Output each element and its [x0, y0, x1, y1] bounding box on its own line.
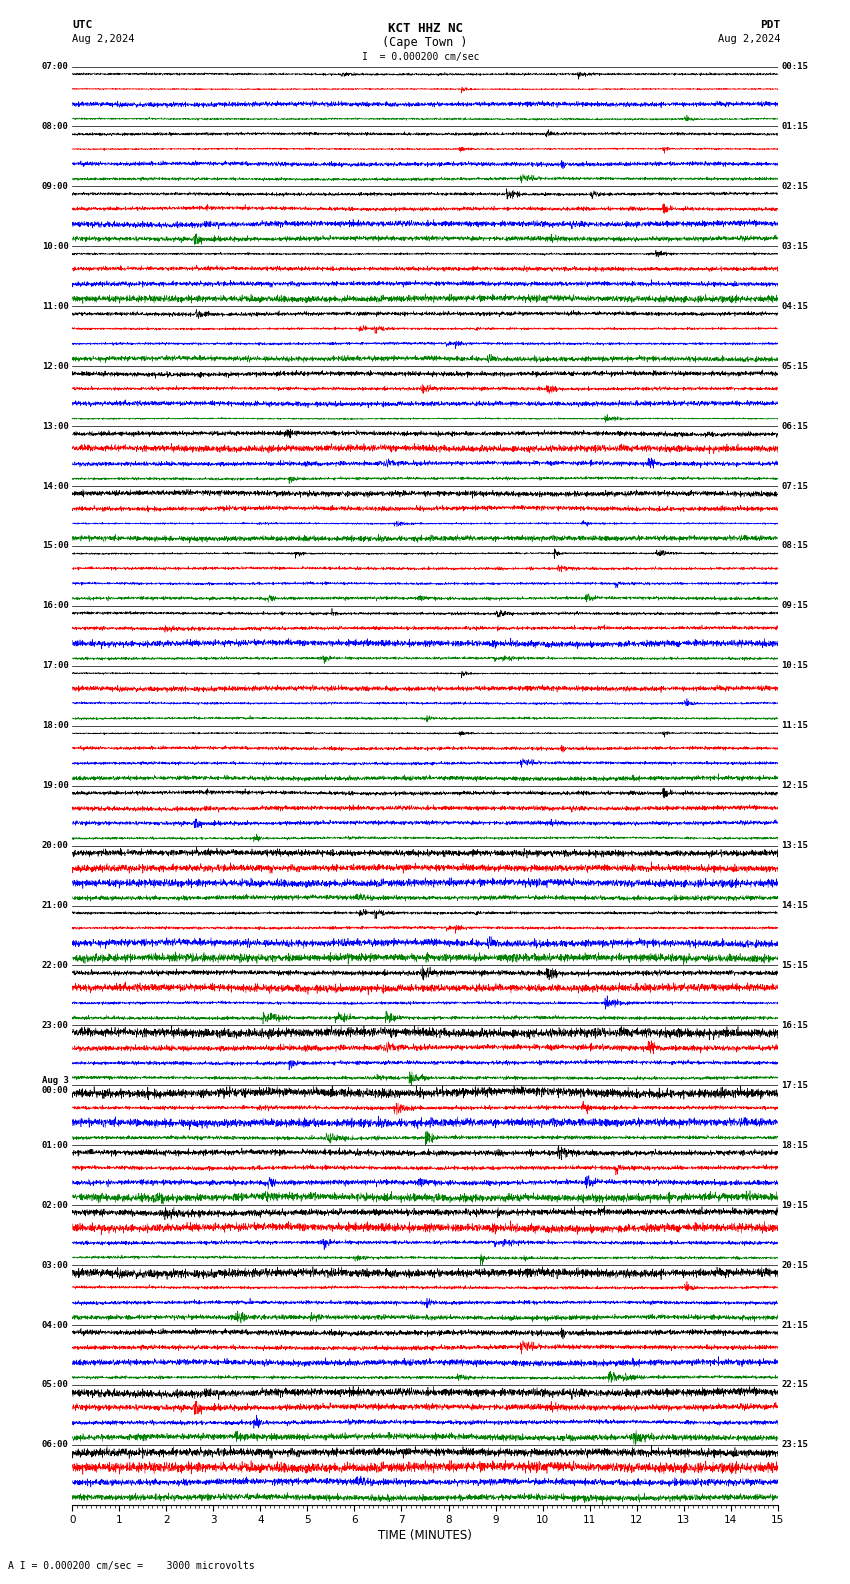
Text: 02:15: 02:15: [781, 182, 808, 192]
Text: 04:15: 04:15: [781, 301, 808, 310]
Text: 19:15: 19:15: [781, 1201, 808, 1210]
X-axis label: TIME (MINUTES): TIME (MINUTES): [378, 1530, 472, 1543]
Text: KCT HHZ NC: KCT HHZ NC: [388, 22, 462, 35]
Text: 12:15: 12:15: [781, 781, 808, 790]
Text: 10:15: 10:15: [781, 661, 808, 670]
Text: 00:15: 00:15: [781, 62, 808, 71]
Text: 08:15: 08:15: [781, 542, 808, 551]
Text: 20:00: 20:00: [42, 841, 69, 851]
Text: PDT: PDT: [760, 21, 780, 30]
Text: 14:00: 14:00: [42, 482, 69, 491]
Text: 12:00: 12:00: [42, 361, 69, 371]
Text: 22:00: 22:00: [42, 961, 69, 969]
Text: 18:00: 18:00: [42, 721, 69, 730]
Text: 10:00: 10:00: [42, 242, 69, 250]
Text: A I = 0.000200 cm/sec =    3000 microvolts: A I = 0.000200 cm/sec = 3000 microvolts: [8, 1562, 255, 1571]
Text: 13:15: 13:15: [781, 841, 808, 851]
Text: Aug 2,2024: Aug 2,2024: [72, 35, 135, 44]
Text: UTC: UTC: [72, 21, 93, 30]
Text: 16:15: 16:15: [781, 1020, 808, 1030]
Text: Aug 2,2024: Aug 2,2024: [717, 35, 780, 44]
Text: I  = 0.000200 cm/sec: I = 0.000200 cm/sec: [362, 52, 479, 62]
Text: 20:15: 20:15: [781, 1261, 808, 1270]
Text: 19:00: 19:00: [42, 781, 69, 790]
Text: 03:15: 03:15: [781, 242, 808, 250]
Text: 15:00: 15:00: [42, 542, 69, 551]
Text: 17:00: 17:00: [42, 661, 69, 670]
Text: 05:00: 05:00: [42, 1380, 69, 1389]
Text: 21:00: 21:00: [42, 901, 69, 911]
Text: 21:15: 21:15: [781, 1321, 808, 1329]
Text: 11:15: 11:15: [781, 721, 808, 730]
Text: 06:00: 06:00: [42, 1440, 69, 1449]
Text: 05:15: 05:15: [781, 361, 808, 371]
Text: 11:00: 11:00: [42, 301, 69, 310]
Text: 22:15: 22:15: [781, 1380, 808, 1389]
Text: 23:15: 23:15: [781, 1440, 808, 1449]
Text: 23:00: 23:00: [42, 1020, 69, 1030]
Text: 17:15: 17:15: [781, 1080, 808, 1090]
Text: 13:00: 13:00: [42, 421, 69, 431]
Text: Aug 3
00:00: Aug 3 00:00: [42, 1076, 69, 1095]
Text: 09:15: 09:15: [781, 602, 808, 610]
Text: 15:15: 15:15: [781, 961, 808, 969]
Text: 09:00: 09:00: [42, 182, 69, 192]
Text: 07:00: 07:00: [42, 62, 69, 71]
Text: 03:00: 03:00: [42, 1261, 69, 1270]
Text: 16:00: 16:00: [42, 602, 69, 610]
Text: 02:00: 02:00: [42, 1201, 69, 1210]
Text: 01:00: 01:00: [42, 1140, 69, 1150]
Text: 14:15: 14:15: [781, 901, 808, 911]
Text: (Cape Town ): (Cape Town ): [382, 36, 468, 49]
Text: 07:15: 07:15: [781, 482, 808, 491]
Text: 06:15: 06:15: [781, 421, 808, 431]
Text: 04:00: 04:00: [42, 1321, 69, 1329]
Text: 08:00: 08:00: [42, 122, 69, 131]
Text: 18:15: 18:15: [781, 1140, 808, 1150]
Text: 01:15: 01:15: [781, 122, 808, 131]
